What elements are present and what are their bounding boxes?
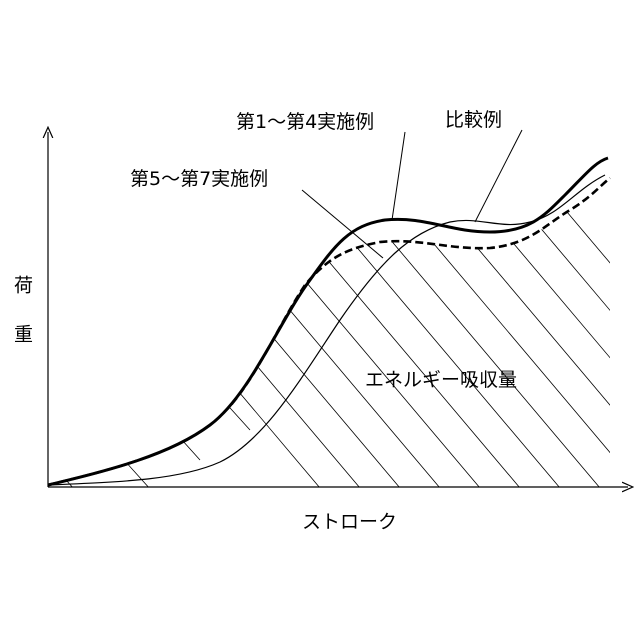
- examples-1-4-curve: [48, 158, 608, 485]
- x-axis-label: ストローク: [302, 511, 397, 533]
- y-axis-label: 荷重: [11, 275, 33, 373]
- leader-line: [475, 130, 522, 222]
- page: {"y_axis": {"label": "荷重"}, "x_axis": {"…: [0, 0, 640, 640]
- comparative-curve: [48, 175, 605, 485]
- leader-line: [392, 132, 405, 220]
- hatching: [0, 180, 640, 540]
- diagram: 第1～第4実施例 比較例 第5～第7実施例 エネルギー吸収量 ストローク 荷重: [0, 0, 640, 640]
- label-comparative: 比較例: [445, 109, 502, 131]
- label-examples-1-4: 第1～第4実施例: [236, 111, 374, 133]
- label-examples-5-7: 第5～第7実施例: [130, 168, 268, 190]
- label-energy: エネルギー吸収量: [365, 369, 517, 391]
